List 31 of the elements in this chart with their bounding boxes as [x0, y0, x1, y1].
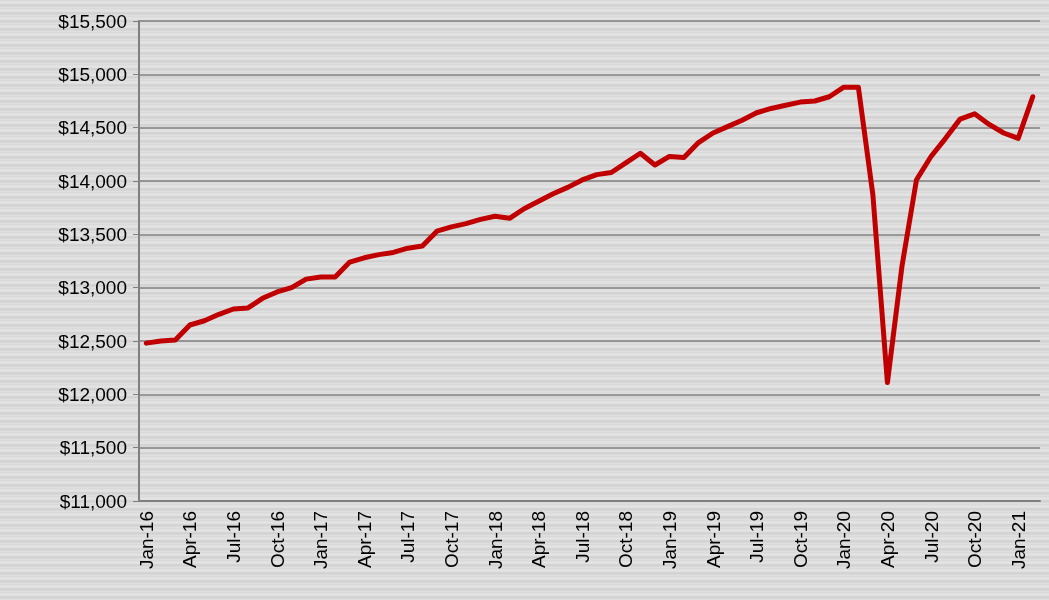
x-tick-label: Jan-19	[658, 511, 680, 570]
x-tick-label: Apr-18	[528, 511, 550, 569]
x-tick-label: Oct-19	[789, 511, 811, 569]
x-tick-label: Oct-20	[964, 511, 986, 569]
x-tick-label: Jan-21	[1007, 511, 1029, 570]
x-tick-label: Jan-17	[310, 511, 332, 570]
x-tick-label: Jan-18	[484, 511, 506, 570]
x-tick-label: Oct-17	[440, 511, 462, 569]
y-tick-label: $12,500	[58, 330, 127, 352]
x-tick-label: Oct-18	[615, 511, 637, 569]
x-tick-label: Jul-17	[397, 511, 419, 563]
y-tick-label: $13,500	[58, 223, 127, 245]
x-tick-label: Jul-20	[920, 511, 942, 563]
x-tick-label: Apr-19	[702, 511, 724, 569]
x-tick-label: Jul-16	[222, 511, 244, 563]
x-tick-label: Jul-18	[571, 511, 593, 563]
x-tick-label: Oct-16	[266, 511, 288, 569]
y-tick-label: $15,000	[58, 63, 127, 85]
x-tick-label: Apr-20	[876, 511, 898, 569]
x-tick-label: Jan-20	[833, 511, 855, 570]
x-tick-label: Apr-16	[179, 511, 201, 569]
y-tick-label: $12,000	[58, 383, 127, 405]
y-tick-label: $11,500	[59, 437, 127, 459]
y-tick-label: $15,500	[58, 10, 127, 32]
y-tick-label: $11,000	[59, 490, 127, 512]
x-tick-label: Jul-19	[746, 511, 768, 563]
y-tick-label: $14,000	[58, 170, 127, 192]
y-tick-label: $13,000	[58, 277, 127, 299]
x-tick-label: Apr-17	[353, 511, 375, 569]
y-tick-label: $14,500	[58, 117, 127, 139]
x-tick-label: Jan-16	[135, 511, 157, 570]
